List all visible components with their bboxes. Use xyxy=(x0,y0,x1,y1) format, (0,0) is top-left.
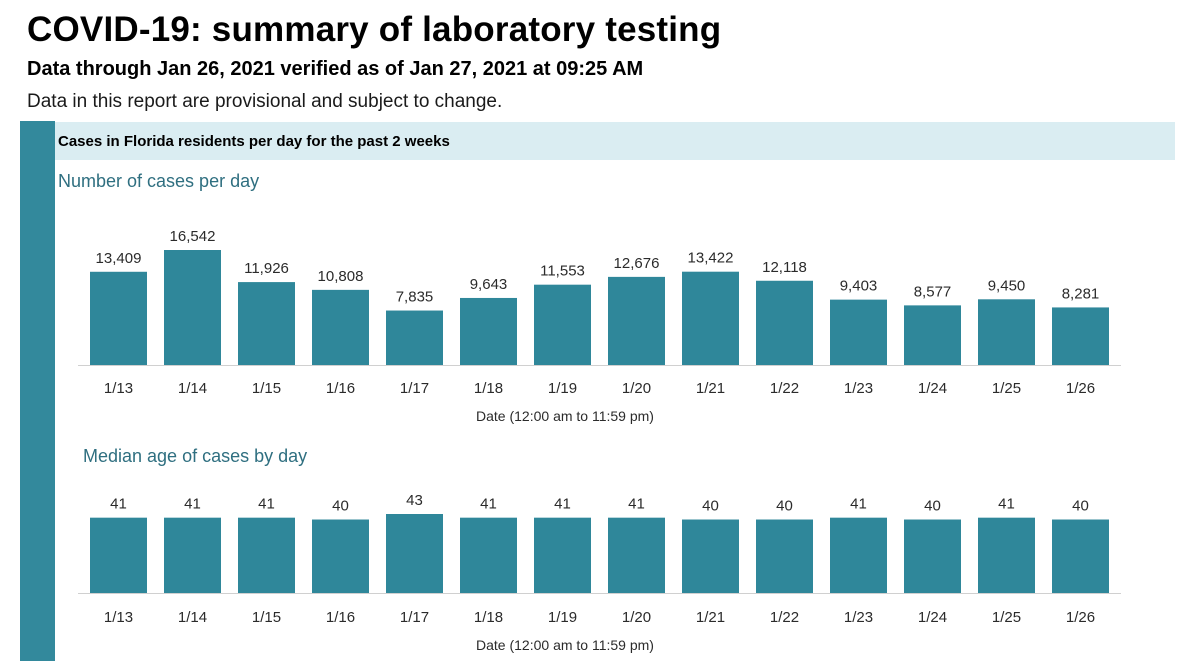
report-subtitle: Data through Jan 26, 2021 verified as of… xyxy=(27,58,644,80)
median-age-chart: 41 1/13 41 1/14 41 1/15 40 1/16 43 1/17 41 1/18 41 1/… xyxy=(78,492,1121,653)
age-tick-label: 1/14 xyxy=(178,609,207,626)
cases-per-day-chart: 13,409 1/13 16,542 1/14 11,926 1/15 10,808 1/16… xyxy=(78,228,1121,424)
cases-value-label: 11,553 xyxy=(540,263,585,280)
age-tick-label: 1/21 xyxy=(696,609,725,626)
age-bar xyxy=(756,519,813,593)
cases-tick-label: 1/25 xyxy=(992,380,1021,397)
age-tick-label: 1/17 xyxy=(400,609,429,626)
cases-bar xyxy=(904,305,961,365)
cases-tick-label: 1/18 xyxy=(474,380,503,397)
age-value-label: 41 xyxy=(998,496,1015,513)
age-bar xyxy=(238,517,295,593)
age-bar xyxy=(164,517,221,593)
age-tick-label: 1/24 xyxy=(918,609,947,626)
age-bar xyxy=(460,517,517,593)
cases-value-label: 8,281 xyxy=(1062,285,1100,302)
cases-bar xyxy=(608,276,665,365)
cases-tick-label: 1/23 xyxy=(844,380,873,397)
cases-tick-label: 1/14 xyxy=(178,380,207,397)
cases-bar xyxy=(756,280,813,365)
age-tick-label: 1/16 xyxy=(326,609,355,626)
cases-bar xyxy=(386,310,443,365)
cases-tick-label: 1/26 xyxy=(1066,380,1095,397)
age-tick-label: 1/13 xyxy=(104,609,133,626)
age-tick-label: 1/19 xyxy=(548,609,577,626)
report-title: COVID-19: summary of laboratory testing xyxy=(27,10,722,49)
age-x-axis-title: Date (12:00 am to 11:59 pm) xyxy=(476,637,654,653)
age-value-label: 43 xyxy=(406,492,423,509)
cases-value-label: 10,808 xyxy=(318,268,364,285)
age-bar xyxy=(312,519,369,593)
age-bar xyxy=(534,517,591,593)
age-tick-label: 1/18 xyxy=(474,609,503,626)
cases-bar xyxy=(238,282,295,365)
age-bar xyxy=(978,517,1035,593)
age-value-label: 40 xyxy=(702,498,719,515)
cases-bar xyxy=(312,289,369,365)
cases-tick-label: 1/16 xyxy=(326,380,355,397)
age-tick-label: 1/15 xyxy=(252,609,281,626)
cases-tick-label: 1/15 xyxy=(252,380,281,397)
age-value-label: 41 xyxy=(480,496,497,513)
age-tick-label: 1/22 xyxy=(770,609,799,626)
age-bar xyxy=(830,517,887,593)
cases-value-label: 12,676 xyxy=(614,255,660,272)
section-header: Cases in Florida residents per day for t… xyxy=(55,122,1175,160)
cases-bar xyxy=(1052,307,1109,365)
cases-value-label: 13,422 xyxy=(688,250,734,267)
age-value-label: 40 xyxy=(776,498,793,515)
age-value-label: 41 xyxy=(110,496,127,513)
age-bar xyxy=(1052,519,1109,593)
age-bar xyxy=(386,514,443,593)
cases-bar xyxy=(978,299,1035,365)
age-value-label: 40 xyxy=(332,498,349,515)
cases-tick-label: 1/21 xyxy=(696,380,725,397)
accent-bar xyxy=(20,121,55,661)
age-value-label: 41 xyxy=(628,496,645,513)
cases-chart-title: Number of cases per day xyxy=(58,171,260,191)
cases-bar xyxy=(682,271,739,365)
cases-tick-label: 1/20 xyxy=(622,380,651,397)
age-value-label: 41 xyxy=(850,496,867,513)
cases-tick-label: 1/17 xyxy=(400,380,429,397)
cases-bar xyxy=(164,250,221,365)
age-tick-label: 1/25 xyxy=(992,609,1021,626)
cases-bar xyxy=(90,271,147,365)
age-chart-title: Median age of cases by day xyxy=(83,446,308,466)
cases-value-label: 8,577 xyxy=(914,283,952,300)
age-bar xyxy=(90,517,147,593)
age-tick-label: 1/26 xyxy=(1066,609,1095,626)
age-value-label: 41 xyxy=(258,496,275,513)
section-header-label: Cases in Florida residents per day for t… xyxy=(58,133,450,150)
age-bar xyxy=(608,517,665,593)
cases-bar xyxy=(534,284,591,365)
cases-bar xyxy=(830,299,887,365)
cases-tick-label: 1/19 xyxy=(548,380,577,397)
cases-value-label: 16,542 xyxy=(170,228,216,245)
cases-value-label: 9,450 xyxy=(988,277,1026,294)
cases-bar xyxy=(460,297,517,365)
age-bar xyxy=(682,519,739,593)
cases-tick-label: 1/22 xyxy=(770,380,799,397)
age-value-label: 41 xyxy=(554,496,571,513)
cases-value-label: 7,835 xyxy=(396,289,434,306)
age-value-label: 40 xyxy=(1072,498,1089,515)
cases-tick-label: 1/24 xyxy=(918,380,947,397)
cases-value-label: 9,643 xyxy=(470,276,508,293)
age-bar xyxy=(904,519,961,593)
cases-tick-label: 1/13 xyxy=(104,380,133,397)
cases-value-label: 12,118 xyxy=(762,259,807,276)
age-tick-label: 1/20 xyxy=(622,609,651,626)
cases-x-axis-title: Date (12:00 am to 11:59 pm) xyxy=(476,408,654,424)
age-tick-label: 1/23 xyxy=(844,609,873,626)
report-disclaimer: Data in this report are provisional and … xyxy=(27,91,503,112)
cases-value-label: 13,409 xyxy=(96,250,142,267)
age-value-label: 41 xyxy=(184,496,201,513)
cases-value-label: 9,403 xyxy=(840,278,878,295)
cases-value-label: 11,926 xyxy=(244,260,289,277)
age-value-label: 40 xyxy=(924,498,941,515)
